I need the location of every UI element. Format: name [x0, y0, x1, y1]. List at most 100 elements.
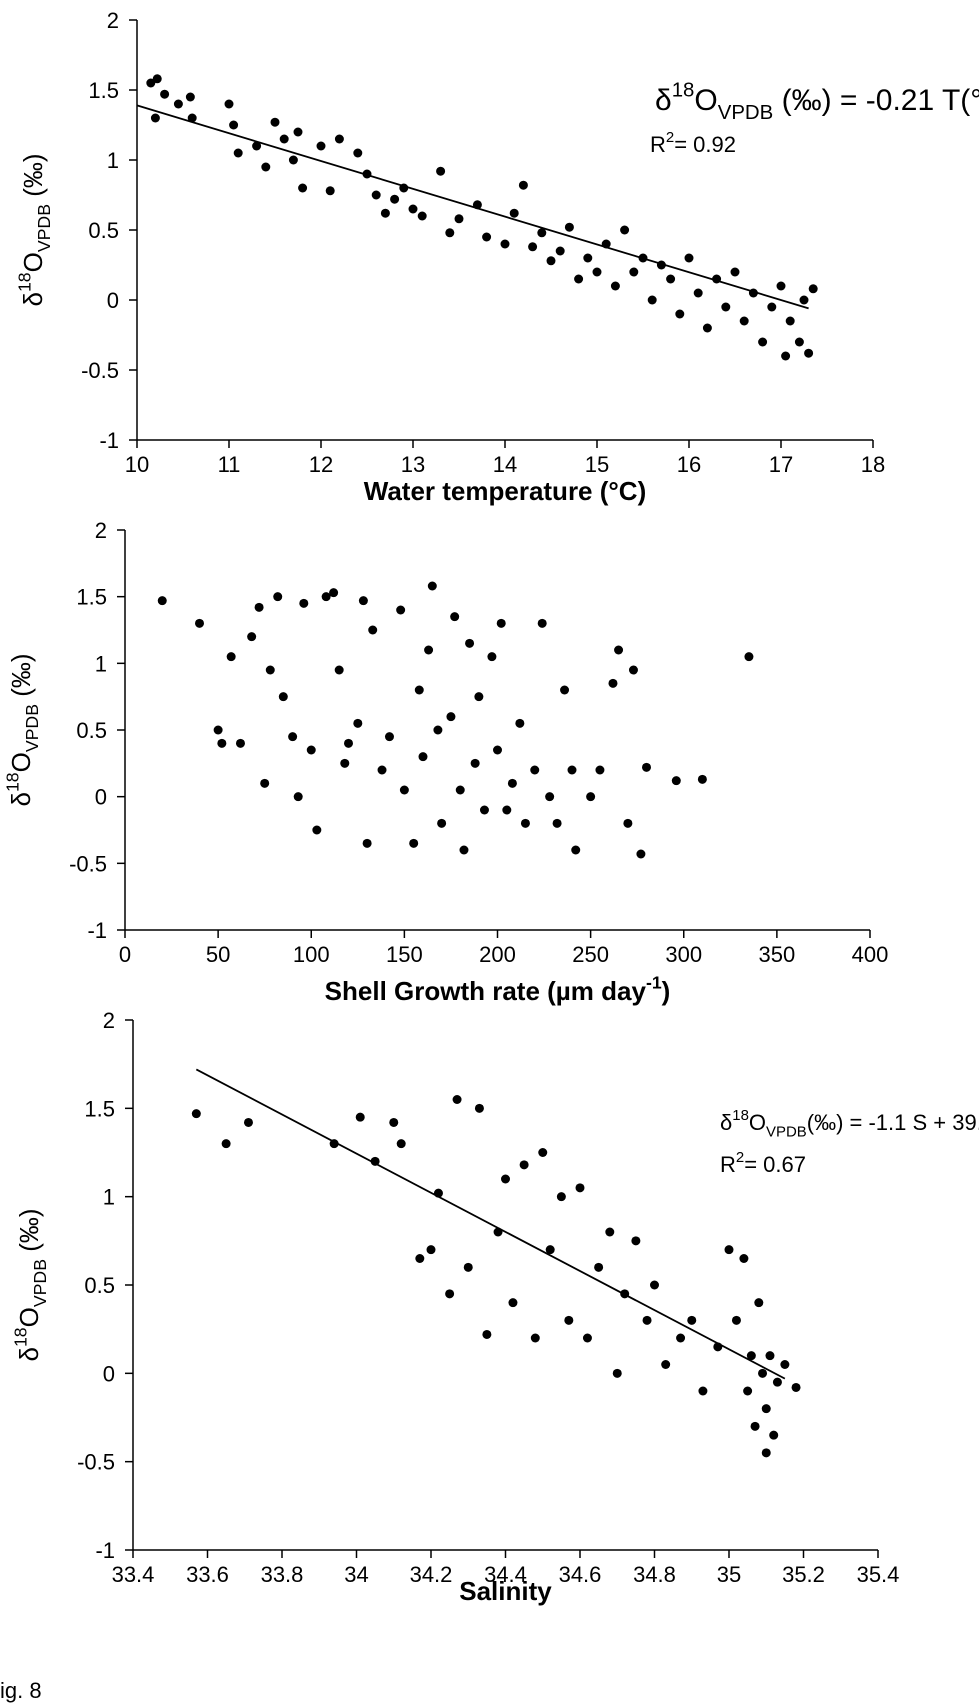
- point: [556, 1192, 566, 1202]
- x-tick-label: 300: [665, 942, 702, 967]
- text-part: δ: [655, 84, 672, 117]
- point: [758, 1368, 768, 1378]
- point: [298, 183, 308, 193]
- y-tick-label: 0.5: [84, 1273, 115, 1298]
- point: [493, 745, 502, 755]
- x-tick-label: 34.8: [633, 1562, 676, 1587]
- x-axis-label: Water temperature (°C): [364, 476, 646, 506]
- point: [560, 685, 570, 695]
- point: [744, 652, 754, 662]
- point: [288, 732, 298, 742]
- text-part: O: [694, 84, 717, 117]
- point: [642, 1315, 652, 1325]
- point: [252, 141, 262, 151]
- point: [791, 1382, 801, 1392]
- text-part: (‰): [14, 1208, 44, 1259]
- point: [675, 309, 685, 319]
- y-tick-label: 0.5: [88, 218, 119, 243]
- point: [445, 1289, 455, 1299]
- point: [620, 1289, 630, 1299]
- point: [518, 180, 528, 190]
- annotation: R2= 0.67: [720, 1149, 806, 1177]
- point: [693, 288, 703, 298]
- point: [520, 818, 530, 828]
- point: [765, 1351, 775, 1361]
- point: [528, 242, 538, 252]
- point: [808, 284, 818, 294]
- text-part: = 0.92: [674, 132, 736, 157]
- y-tick-label: 1: [95, 651, 107, 676]
- x-tick-label: 100: [293, 942, 330, 967]
- point: [329, 1139, 339, 1149]
- point: [408, 204, 418, 214]
- point: [647, 295, 657, 305]
- text-part: ): [662, 976, 671, 1006]
- point: [399, 183, 409, 193]
- trend-line: [195, 1068, 786, 1380]
- point: [377, 765, 387, 775]
- text-part: Shell Growth rate (µm day: [325, 976, 647, 1006]
- point: [426, 1245, 436, 1255]
- x-tick-label: 35.4: [857, 1562, 900, 1587]
- point: [482, 232, 492, 242]
- point: [353, 718, 363, 728]
- point: [748, 288, 758, 298]
- point: [279, 134, 289, 144]
- point: [278, 692, 288, 702]
- point: [185, 92, 195, 102]
- point: [221, 1139, 231, 1149]
- x-tick-label: 34: [344, 1562, 368, 1587]
- trend-line: [136, 104, 809, 310]
- x-tick-label: 400: [852, 942, 889, 967]
- point: [452, 1095, 462, 1104]
- point: [564, 1315, 574, 1325]
- point: [455, 785, 465, 795]
- text-part: = 0.67: [744, 1152, 806, 1177]
- x-tick-label: 50: [206, 942, 230, 967]
- y-tick-label: -1: [99, 428, 119, 453]
- text-part: δ: [18, 292, 48, 306]
- point: [586, 792, 596, 802]
- annotation: δ18OVPDB (‰) = -0.21 T(°C) + 3.57: [655, 80, 979, 125]
- point: [380, 208, 390, 218]
- x-tick-label: 35.2: [782, 1562, 825, 1587]
- point: [474, 1103, 484, 1113]
- text-part: VPDB: [766, 1124, 807, 1141]
- point: [265, 665, 275, 675]
- point: [754, 1298, 764, 1308]
- point: [396, 605, 406, 615]
- point: [724, 1245, 734, 1255]
- y-tick-label: 0: [103, 1361, 115, 1386]
- point: [482, 1329, 492, 1339]
- y-tick-label: 1.5: [84, 1096, 115, 1121]
- point: [731, 1315, 741, 1325]
- point: [344, 738, 353, 748]
- point: [340, 758, 350, 768]
- y-tick-label: 2: [95, 518, 107, 543]
- point: [758, 337, 768, 347]
- point: [739, 1254, 749, 1263]
- point: [583, 253, 593, 263]
- point: [325, 186, 335, 196]
- point: [769, 1430, 779, 1440]
- point: [623, 818, 633, 828]
- point: [157, 596, 167, 606]
- point: [507, 778, 517, 788]
- point: [684, 253, 694, 263]
- text-part: O: [14, 1307, 44, 1327]
- text-part: VPDB: [22, 704, 42, 752]
- point: [470, 758, 480, 768]
- point: [424, 645, 434, 655]
- point: [465, 638, 475, 648]
- point: [799, 295, 809, 305]
- x-tick-label: 10: [125, 452, 149, 477]
- point: [226, 652, 236, 662]
- point: [433, 1188, 443, 1198]
- text-part: 18: [10, 1327, 30, 1347]
- point: [605, 1227, 615, 1237]
- point: [730, 267, 740, 277]
- point: [396, 1139, 406, 1149]
- point: [545, 792, 555, 802]
- point: [545, 1245, 555, 1255]
